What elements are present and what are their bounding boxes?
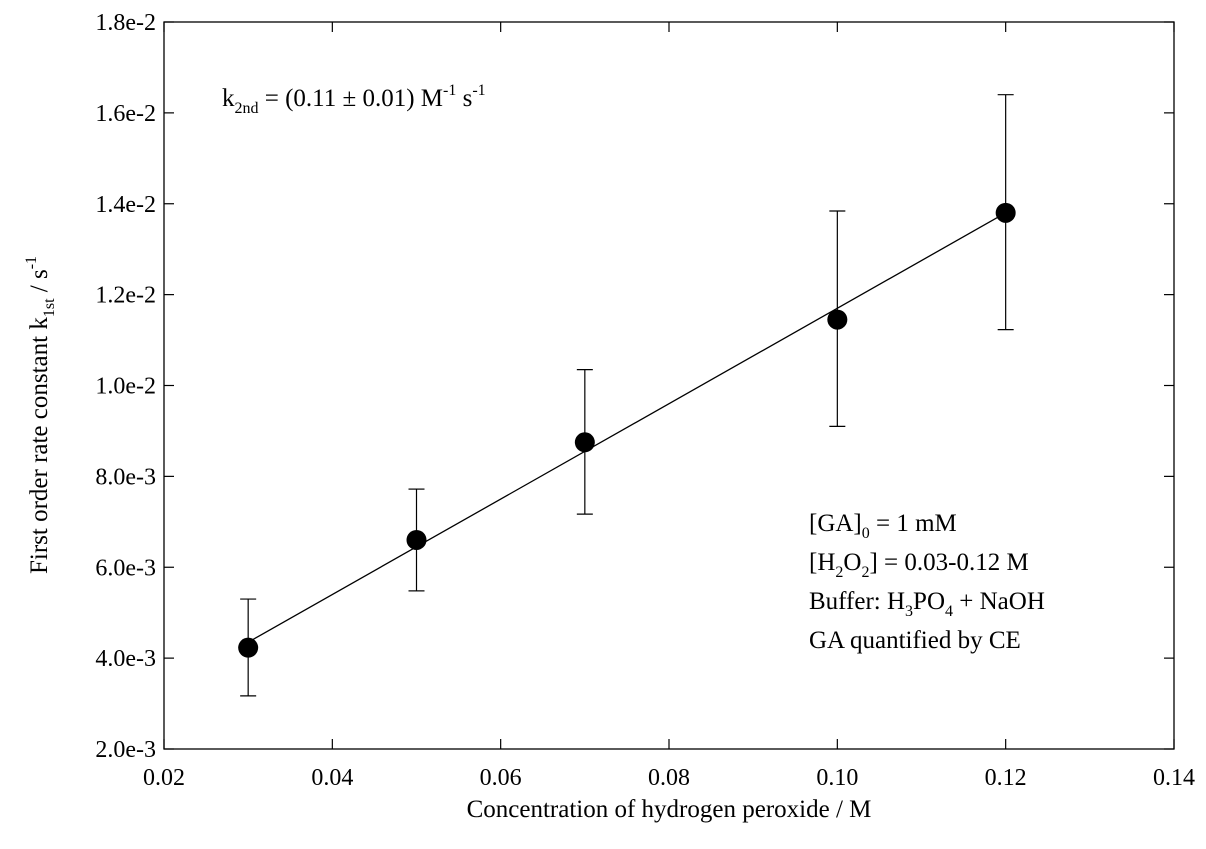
condition-line-4: GA quantified by CE xyxy=(809,627,1021,654)
y-tick-label: 1.8e-2 xyxy=(95,10,156,36)
x-tick-label: 0.12 xyxy=(985,765,1027,791)
condition-line-3: Buffer: H3PO4 + NaOH xyxy=(809,588,1045,620)
plot-frame-rect xyxy=(163,21,1175,750)
x-tick-label: 0.10 xyxy=(816,765,858,791)
y-axis-title: First order rate constant k1st / s-1 xyxy=(23,256,58,574)
y-axis-title-unit: / s xyxy=(26,269,53,298)
y-axis-title-sub: 1st xyxy=(41,298,58,317)
data-point xyxy=(995,202,1016,223)
data-points xyxy=(238,202,1016,658)
conditions-annotation: [GA]0 = 1 mM [H2O2] = 0.03-0.12 M Buffer… xyxy=(809,510,1045,654)
data-point xyxy=(406,529,427,550)
plot-frame xyxy=(163,21,1175,750)
y-tick-label: 4.0e-3 xyxy=(95,646,156,672)
condition-line-2: [H2O2] = 0.03-0.12 M xyxy=(809,549,1029,581)
y-axis: 2.0e-3 4.0e-3 6.0e-3 8.0e-3 1.0e-2 1.2e-2 1.4e… xyxy=(95,10,1174,763)
y-tick-label: 1.0e-2 xyxy=(95,374,156,400)
condition-line-1: [GA]0 = 1 mM xyxy=(809,510,957,542)
y-tick-label: 6.0e-3 xyxy=(95,555,156,581)
y-axis-title-sup: -1 xyxy=(23,256,40,269)
data-point xyxy=(238,637,259,658)
y-tick-label: 8.0e-3 xyxy=(95,464,156,490)
fit-line-group xyxy=(247,212,1006,643)
fit-line xyxy=(247,212,1006,643)
k2nd-annotation: k2nd = (0.11 ± 0.01) M-1 s-1 xyxy=(222,82,486,117)
y-axis-title-main: First order rate constant k xyxy=(26,317,53,574)
y-tick-label: 1.2e-2 xyxy=(95,283,156,309)
y-tick-label: 2.0e-3 xyxy=(95,737,156,763)
svg-text:First order rate constant k1st: First order rate constant k1st / s-1 xyxy=(23,256,58,574)
x-axis-title: Concentration of hydrogen peroxide / M xyxy=(467,796,872,823)
x-tick-label: 0.02 xyxy=(143,765,185,791)
svg-text:k2nd = (0.11 ± 0.01) M-1 s-1: k2nd = (0.11 ± 0.01) M-1 s-1 xyxy=(222,82,486,117)
y-tick-label: 1.4e-2 xyxy=(95,192,156,218)
y-tick-label: 1.6e-2 xyxy=(95,101,156,127)
data-point xyxy=(827,309,848,330)
x-axis: 0.02 0.04 0.06 0.08 0.10 0.12 0.14 xyxy=(143,22,1195,791)
x-tick-label: 0.08 xyxy=(648,765,690,791)
x-tick-label: 0.14 xyxy=(1153,765,1195,791)
x-tick-label: 0.04 xyxy=(311,765,353,791)
data-point xyxy=(574,432,595,453)
x-tick-label: 0.06 xyxy=(480,765,522,791)
